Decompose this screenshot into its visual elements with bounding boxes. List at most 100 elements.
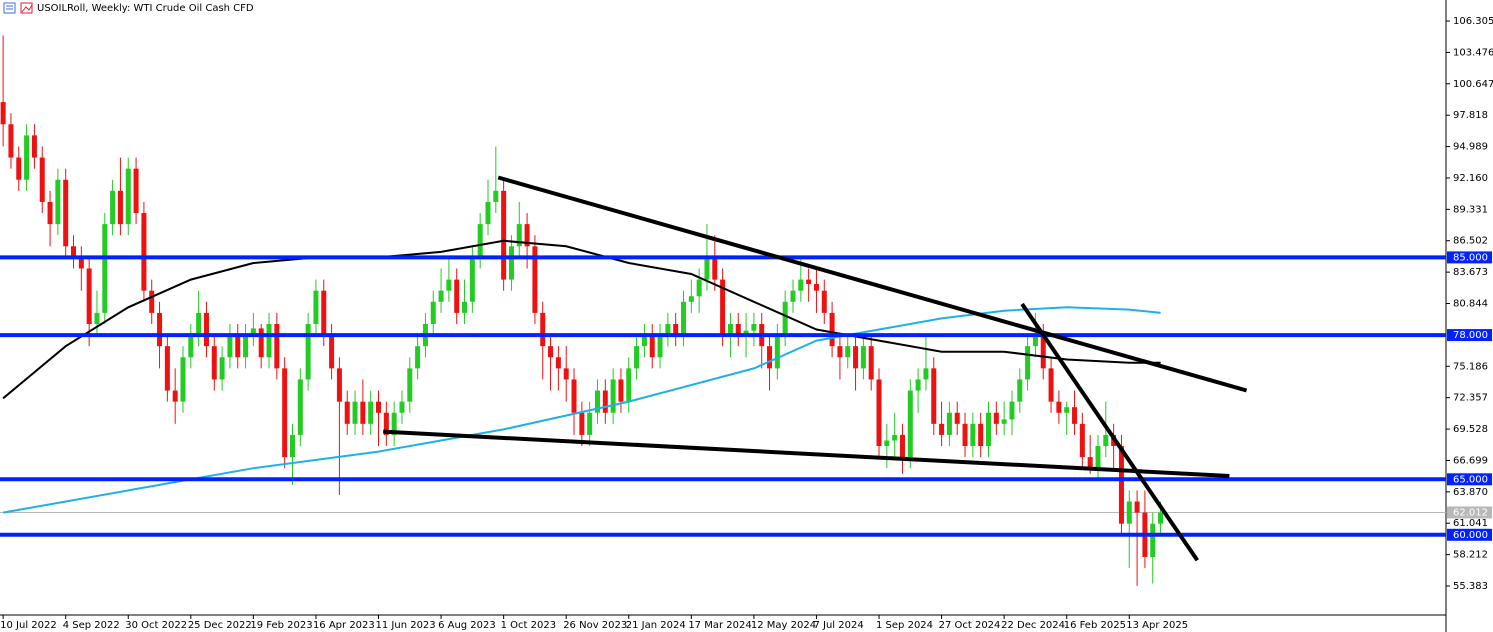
candle-body — [352, 401, 358, 424]
candle-body — [360, 401, 366, 424]
x-tick-label: 6 Aug 2023 — [438, 620, 496, 631]
candle-body — [743, 330, 749, 336]
trendline — [1020, 302, 1199, 562]
candle-body — [47, 201, 53, 225]
candle-body — [329, 335, 335, 369]
x-tick-label: 16 Apr 2023 — [313, 620, 375, 631]
candle-body — [344, 401, 350, 424]
icon — [21, 4, 33, 13]
y-tick-label: 58.212 — [1453, 550, 1488, 561]
candle-body — [78, 257, 84, 269]
candle-body — [321, 290, 327, 336]
candle-body — [188, 335, 194, 358]
candle-body — [211, 346, 217, 380]
candle-body — [493, 190, 499, 202]
candle-body — [0, 102, 6, 125]
y-tick-label: 66.699 — [1453, 455, 1488, 466]
candle-body — [727, 323, 733, 336]
candle-body — [125, 168, 131, 225]
candle-body — [978, 423, 984, 447]
candle-body — [751, 323, 757, 331]
candle-body — [688, 296, 694, 302]
y-tick-label: 75.186 — [1453, 361, 1488, 372]
y-tick-label: 80.844 — [1453, 299, 1488, 310]
candle-body — [649, 335, 655, 358]
candle-body — [587, 412, 593, 435]
moving-average — [2, 306, 1161, 514]
candle-body — [149, 290, 155, 313]
candle-body — [203, 312, 209, 347]
y-tick-label: 86.502 — [1453, 236, 1488, 247]
candle-body — [1056, 401, 1062, 413]
x-tick-label: 22 Dec 2024 — [1001, 620, 1065, 631]
x-tick-label: 30 Oct 2022 — [125, 620, 187, 631]
candle-body — [462, 301, 468, 313]
candle-body — [868, 346, 874, 380]
candle-body — [829, 312, 835, 347]
level-label: 85.000 — [1453, 252, 1488, 263]
candle-body — [806, 279, 812, 285]
candle-body — [563, 368, 569, 380]
candle-body — [821, 290, 827, 313]
candle-body — [876, 379, 882, 447]
candle-body — [1064, 407, 1070, 413]
candle-body — [790, 290, 796, 302]
last-price-label: 62.012 — [1453, 507, 1488, 518]
candle-body — [555, 357, 561, 369]
x-tick-label: 26 Nov 2023 — [563, 620, 627, 631]
candle-body — [305, 323, 311, 380]
candle-body — [548, 346, 554, 358]
candle-body — [446, 279, 452, 291]
candle-body — [993, 412, 999, 424]
candle-body — [782, 301, 788, 336]
x-tick-label: 12 May 2024 — [751, 620, 816, 631]
x-tick-label: 19 Feb 2023 — [250, 620, 312, 631]
candle-body — [39, 157, 45, 202]
candle-body — [485, 201, 491, 225]
candle-body — [250, 328, 256, 336]
x-tick-label: 17 Mar 2024 — [688, 620, 751, 631]
candle-body — [1001, 419, 1007, 424]
candle-body — [16, 157, 22, 180]
candle-body — [884, 440, 890, 447]
candle-body — [31, 135, 37, 158]
x-tick-label: 7 Jul 2024 — [813, 620, 863, 631]
candle-body — [368, 401, 374, 424]
candle-body — [438, 290, 444, 302]
candle-body — [227, 335, 233, 358]
candle-body — [970, 423, 976, 447]
candle-body — [673, 323, 679, 336]
candle-body — [430, 301, 436, 324]
candle-body — [454, 279, 460, 313]
candle-body — [939, 423, 945, 435]
x-tick-label: 21 Jan 2024 — [626, 620, 686, 631]
candle-body — [524, 224, 530, 247]
candle-body — [63, 179, 69, 247]
candle-body — [845, 346, 851, 358]
candle-body — [915, 379, 921, 391]
candle-body — [508, 246, 514, 280]
candle-body — [1134, 501, 1140, 513]
candle-body — [571, 379, 577, 413]
candle-body — [931, 368, 937, 424]
candle-body — [383, 412, 389, 435]
y-tick-label: 100.647 — [1453, 79, 1493, 90]
candle-body — [157, 312, 163, 347]
x-tick-label: 13 Apr 2025 — [1126, 620, 1188, 631]
candle-body — [767, 346, 773, 369]
x-tick-label: 10 Jul 2022 — [0, 620, 57, 631]
y-tick-label: 103.476 — [1453, 47, 1493, 58]
candle-body — [696, 279, 702, 297]
candle-body — [1072, 407, 1078, 424]
x-tick-label: 16 Feb 2025 — [1064, 620, 1126, 631]
candle-body — [602, 390, 608, 413]
candle-body — [907, 390, 913, 458]
level-label: 65.000 — [1453, 474, 1488, 485]
candle-body — [313, 290, 319, 324]
level-label-box — [1447, 251, 1492, 264]
candle-body — [892, 434, 898, 441]
candle-body — [1079, 423, 1085, 458]
candle-body — [289, 434, 295, 458]
candle-body — [55, 179, 61, 225]
